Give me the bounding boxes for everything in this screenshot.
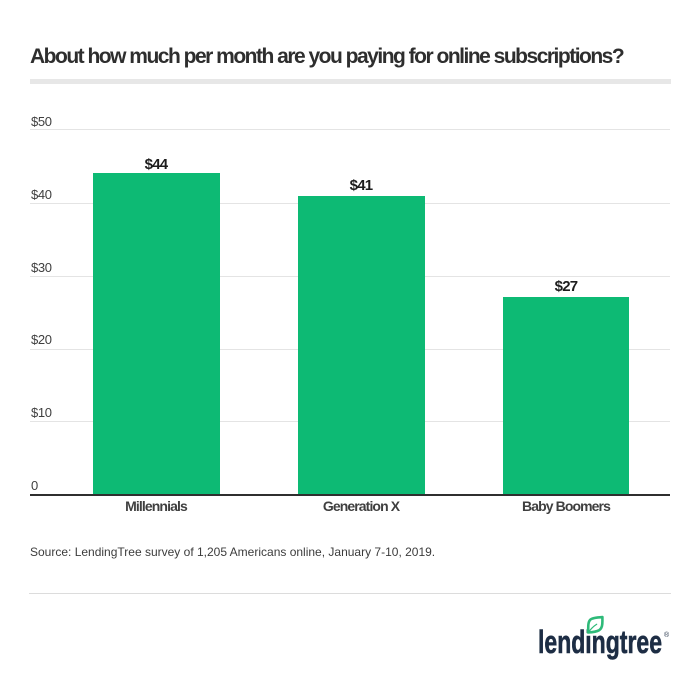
svg-text:®: ® — [664, 631, 670, 639]
